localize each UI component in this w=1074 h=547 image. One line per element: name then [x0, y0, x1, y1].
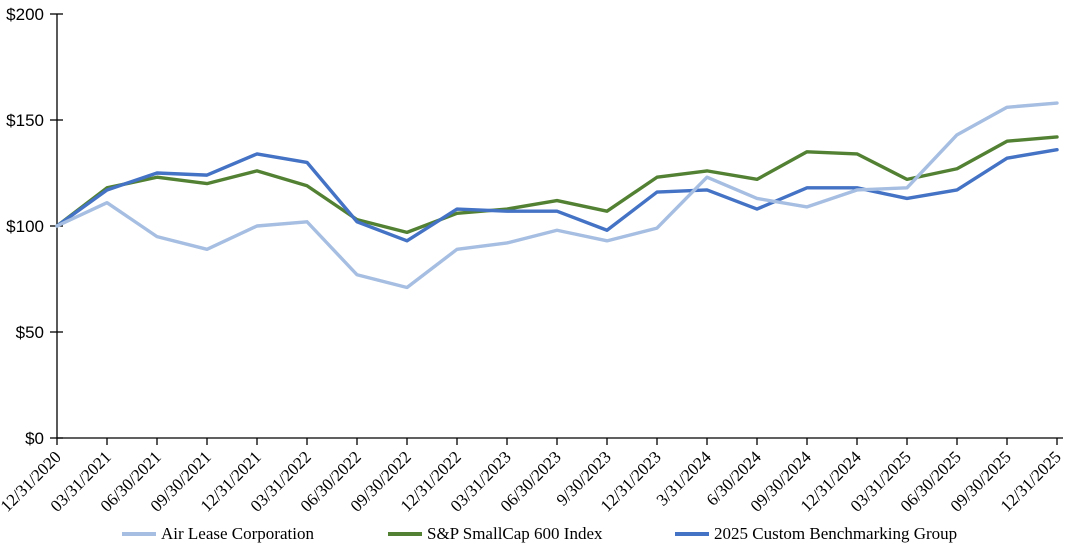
line-chart-svg: $0$50$100$150$20012/31/202003/31/202106/… — [0, 5, 1065, 516]
legend-item-air-lease-corporation: Air Lease Corporation — [122, 521, 314, 547]
legend-item-s-p-smallcap-600-index: S&P SmallCap 600 Index — [388, 521, 603, 547]
legend-swatch-s-p-smallcap-600-index — [388, 532, 422, 536]
series-line-air-lease-corporation — [55, 101, 1059, 290]
legend-label-s-p-smallcap-600-index: S&P SmallCap 600 Index — [427, 524, 603, 543]
legend-swatch-air-lease-corporation — [122, 532, 156, 536]
legend-label-air-lease-corporation: Air Lease Corporation — [161, 524, 314, 543]
legend: Air Lease Corporation S&P SmallCap 600 In… — [0, 521, 1074, 547]
legend-swatch-2025-custom-benchmarking-group — [675, 532, 709, 536]
series-line-s-p-smallcap-600-index — [55, 135, 1059, 235]
legend-label-2025-custom-benchmarking-group: 2025 Custom Benchmarking Group — [714, 524, 958, 543]
y-tick-label: $150 — [6, 111, 44, 130]
y-tick-label: $50 — [16, 323, 44, 342]
y-tick-label: $100 — [6, 217, 44, 236]
series-line-2025-custom-benchmarking-group — [55, 147, 1059, 243]
y-tick-label: $0 — [25, 429, 44, 448]
y-tick-label: $200 — [6, 5, 44, 24]
legend-item-2025-custom-benchmarking-group: 2025 Custom Benchmarking Group — [675, 521, 957, 547]
